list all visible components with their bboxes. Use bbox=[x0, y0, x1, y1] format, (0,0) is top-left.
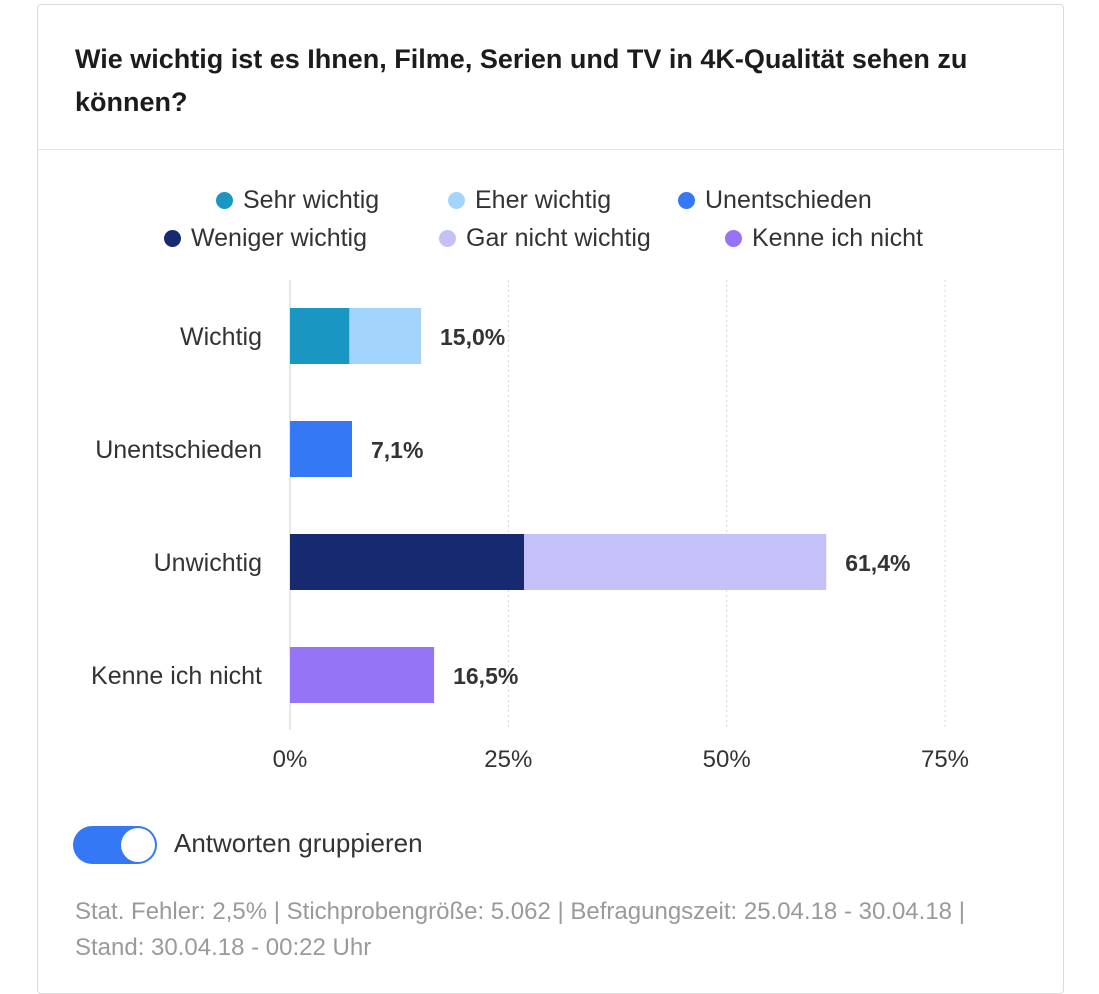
x-tick-label: 50% bbox=[703, 746, 751, 773]
legend-dot-gar-nicht-wichtig bbox=[439, 230, 456, 247]
group-answers-label: Antworten gruppieren bbox=[174, 828, 423, 858]
legend-dot-weniger-wichtig bbox=[164, 230, 181, 247]
legend-item-unentschieden: Unentschieden bbox=[678, 186, 872, 215]
legend-item-eher-wichtig: Eher wichtig bbox=[448, 186, 611, 215]
chart-title: Wie wichtig ist es Ihnen, Filme, Serien … bbox=[75, 44, 968, 117]
bar-segment bbox=[290, 421, 353, 477]
data-label: 15,0% bbox=[440, 324, 505, 350]
category-label: Kenne ich nicht bbox=[91, 662, 262, 690]
bar-segment bbox=[524, 534, 827, 590]
group-answers-toggle[interactable] bbox=[73, 826, 157, 864]
legend-dot-unentschieden bbox=[678, 192, 695, 209]
bar-segment bbox=[290, 534, 525, 590]
bar-segment bbox=[349, 308, 421, 364]
bar-segment bbox=[290, 647, 435, 703]
legend-label: Kenne ich nicht bbox=[752, 224, 923, 252]
chart-card: Wie wichtig ist es Ihnen, Filme, Serien … bbox=[37, 4, 1064, 994]
legend-item-sehr-wichtig: Sehr wichtig bbox=[216, 186, 379, 215]
legend-label: Gar nicht wichtig bbox=[466, 224, 651, 252]
legend-dot-eher-wichtig bbox=[448, 192, 465, 209]
category-label: Unentschieden bbox=[95, 436, 262, 464]
legend-item-gar-nicht-wichtig: Gar nicht wichtig bbox=[439, 224, 651, 253]
legend-dot-sehr-wichtig bbox=[216, 192, 233, 209]
header-divider bbox=[38, 149, 1063, 150]
x-tick-label: 75% bbox=[921, 746, 969, 773]
legend-item-kenne-ich-nicht: Kenne ich nicht bbox=[725, 224, 923, 253]
category-label: Unwichtig bbox=[154, 549, 262, 577]
data-label: 16,5% bbox=[453, 663, 518, 689]
toggle-knob[interactable] bbox=[121, 828, 155, 862]
x-tick-label: 25% bbox=[484, 746, 532, 773]
legend-item-weniger-wichtig: Weniger wichtig bbox=[164, 224, 367, 253]
x-tick-label: 0% bbox=[273, 746, 308, 773]
legend-dot-kenne-ich-nicht bbox=[725, 230, 742, 247]
legend-label: Sehr wichtig bbox=[243, 186, 380, 214]
footer-meta: Stat. Fehler: 2,5% | Stichprobengröße: 5… bbox=[75, 898, 965, 961]
data-label: 7,1% bbox=[371, 437, 423, 463]
bar-chart: 0% 25% 50% 75% Wichtig 15,0% Unentschieden 7,1%… bbox=[91, 280, 969, 773]
bar-segment bbox=[290, 308, 350, 364]
data-label: 61,4% bbox=[845, 550, 910, 576]
legend-label: Weniger wichtig bbox=[191, 224, 368, 252]
category-label: Wichtig bbox=[180, 323, 262, 351]
legend-label: Unentschieden bbox=[705, 186, 872, 214]
legend-label: Eher wichtig bbox=[475, 186, 612, 214]
